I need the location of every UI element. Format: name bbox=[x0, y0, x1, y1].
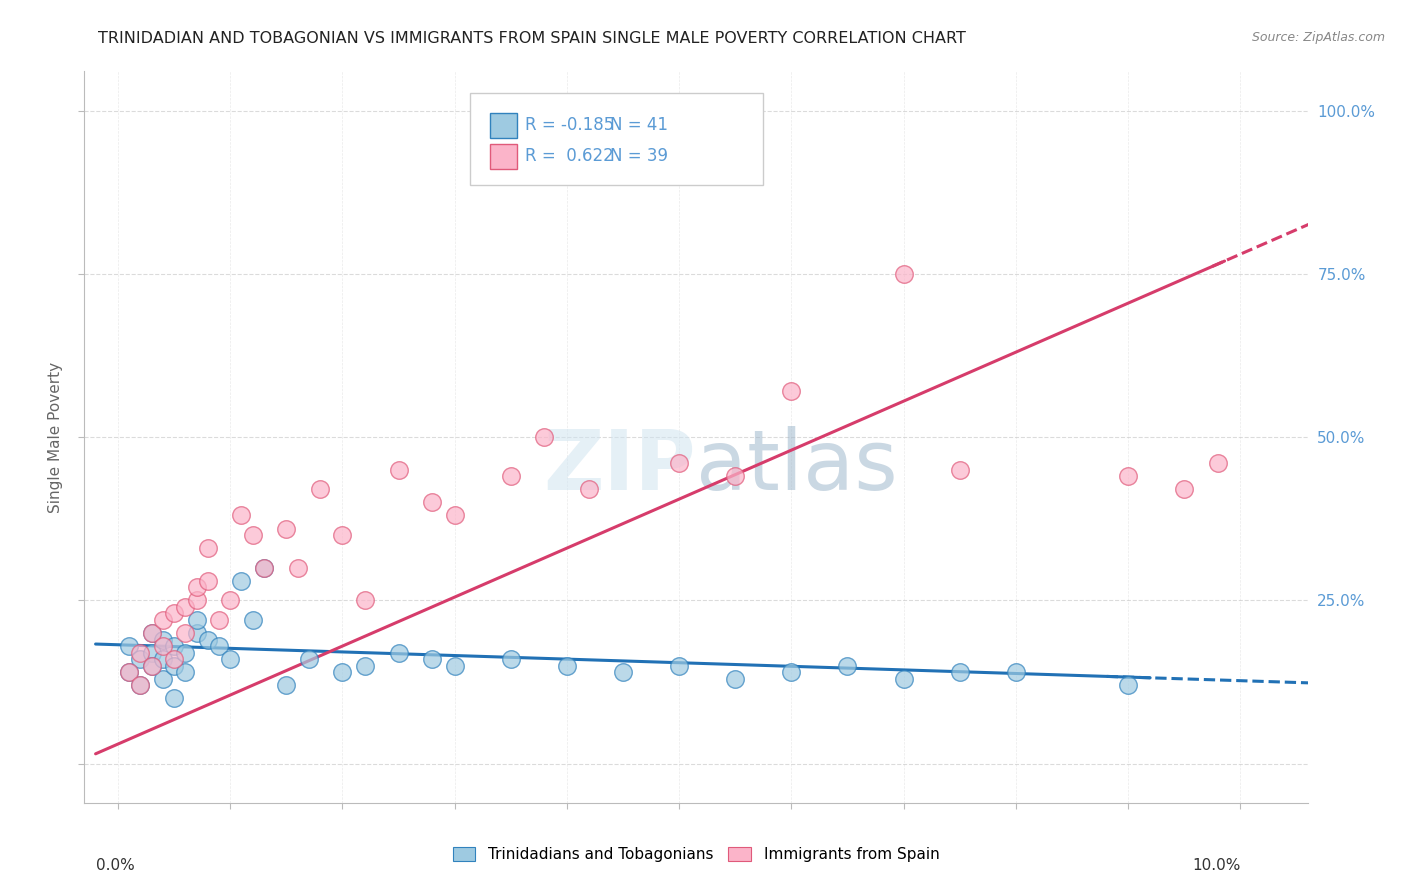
Point bbox=[163, 658, 186, 673]
Point bbox=[1116, 469, 1139, 483]
Point bbox=[578, 483, 600, 497]
Point bbox=[949, 463, 972, 477]
Text: ZIP: ZIP bbox=[544, 425, 696, 507]
Point bbox=[276, 678, 298, 692]
Point bbox=[837, 658, 859, 673]
Point bbox=[186, 580, 208, 594]
Point bbox=[174, 646, 197, 660]
Point bbox=[231, 508, 253, 523]
Point bbox=[118, 639, 141, 653]
Point bbox=[186, 613, 208, 627]
Point bbox=[499, 469, 522, 483]
Point bbox=[443, 658, 465, 673]
Point bbox=[163, 639, 186, 653]
Point bbox=[163, 607, 186, 621]
Point bbox=[893, 672, 915, 686]
Text: R = -0.185: R = -0.185 bbox=[524, 117, 614, 135]
Point bbox=[152, 672, 174, 686]
Point bbox=[387, 646, 409, 660]
Point bbox=[163, 652, 186, 666]
Point bbox=[231, 574, 253, 588]
Point bbox=[129, 646, 152, 660]
Point bbox=[332, 528, 354, 542]
Text: R =  0.622: R = 0.622 bbox=[524, 147, 613, 165]
Point bbox=[152, 632, 174, 647]
Point bbox=[1004, 665, 1026, 680]
Text: Source: ZipAtlas.com: Source: ZipAtlas.com bbox=[1251, 31, 1385, 45]
Point bbox=[668, 456, 690, 470]
Point bbox=[208, 639, 231, 653]
Point bbox=[197, 632, 219, 647]
Point bbox=[174, 599, 197, 614]
Point bbox=[197, 574, 219, 588]
Point bbox=[387, 463, 409, 477]
Point bbox=[141, 658, 163, 673]
Point bbox=[276, 521, 298, 535]
Point bbox=[253, 560, 276, 574]
Point bbox=[186, 593, 208, 607]
Point bbox=[242, 528, 264, 542]
Point bbox=[152, 652, 174, 666]
Point bbox=[354, 658, 377, 673]
Point bbox=[141, 658, 163, 673]
Text: atlas: atlas bbox=[696, 425, 897, 507]
Text: 10.0%: 10.0% bbox=[1192, 858, 1240, 872]
Point bbox=[186, 626, 208, 640]
Y-axis label: Single Male Poverty: Single Male Poverty bbox=[48, 361, 63, 513]
Point bbox=[118, 665, 141, 680]
Point bbox=[253, 560, 276, 574]
Point bbox=[309, 483, 332, 497]
Point bbox=[443, 508, 465, 523]
Point bbox=[893, 267, 915, 281]
Point bbox=[197, 541, 219, 555]
Point bbox=[129, 678, 152, 692]
Point bbox=[724, 672, 747, 686]
Point bbox=[129, 678, 152, 692]
Point bbox=[141, 626, 163, 640]
Text: N = 39: N = 39 bbox=[610, 147, 668, 165]
Point bbox=[118, 665, 141, 680]
Point bbox=[612, 665, 634, 680]
Point bbox=[129, 652, 152, 666]
Point bbox=[420, 652, 443, 666]
Point bbox=[287, 560, 309, 574]
Point bbox=[163, 691, 186, 706]
Text: 0.0%: 0.0% bbox=[96, 858, 135, 872]
Legend: Trinidadians and Tobagonians, Immigrants from Spain: Trinidadians and Tobagonians, Immigrants… bbox=[447, 841, 945, 868]
FancyBboxPatch shape bbox=[491, 144, 517, 169]
Point bbox=[152, 613, 174, 627]
Point bbox=[780, 384, 803, 399]
Point bbox=[724, 469, 747, 483]
Point bbox=[354, 593, 377, 607]
Point bbox=[949, 665, 972, 680]
Point bbox=[420, 495, 443, 509]
Point bbox=[141, 646, 163, 660]
Point bbox=[1116, 678, 1139, 692]
Point bbox=[219, 652, 242, 666]
Point bbox=[668, 658, 690, 673]
Point bbox=[141, 626, 163, 640]
Point bbox=[174, 665, 197, 680]
Point bbox=[219, 593, 242, 607]
Point bbox=[780, 665, 803, 680]
Point bbox=[152, 639, 174, 653]
Point bbox=[533, 430, 555, 444]
Point bbox=[1206, 456, 1229, 470]
Point bbox=[298, 652, 321, 666]
FancyBboxPatch shape bbox=[491, 113, 517, 138]
Point bbox=[1173, 483, 1195, 497]
Point bbox=[242, 613, 264, 627]
Point bbox=[499, 652, 522, 666]
Point bbox=[208, 613, 231, 627]
Point bbox=[332, 665, 354, 680]
Text: TRINIDADIAN AND TOBAGONIAN VS IMMIGRANTS FROM SPAIN SINGLE MALE POVERTY CORRELAT: TRINIDADIAN AND TOBAGONIAN VS IMMIGRANTS… bbox=[98, 31, 966, 46]
FancyBboxPatch shape bbox=[470, 94, 763, 185]
Point bbox=[174, 626, 197, 640]
Point bbox=[555, 658, 578, 673]
Text: N = 41: N = 41 bbox=[610, 117, 668, 135]
